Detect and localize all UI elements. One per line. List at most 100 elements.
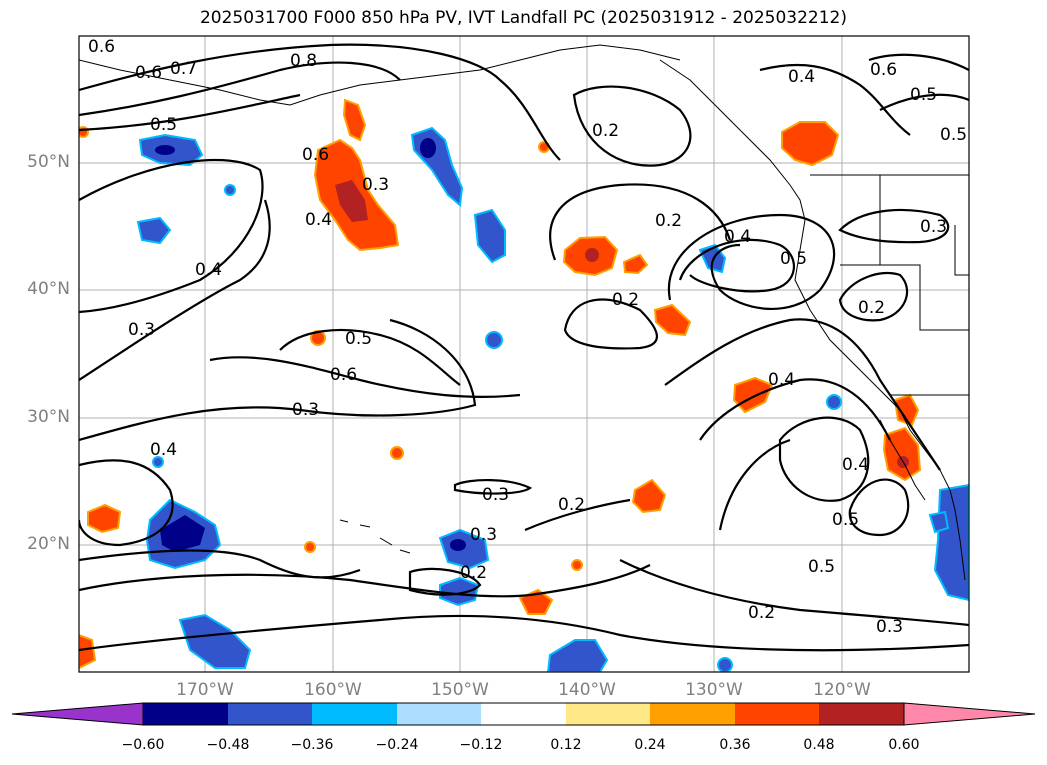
pv-positive-edge-sw <box>79 633 97 670</box>
contour-line <box>759 63 911 136</box>
contour-line <box>563 298 658 350</box>
pv-positive-small-d <box>571 559 583 571</box>
contour-line <box>667 213 836 310</box>
lon-label-130w: 130°W <box>685 680 743 700</box>
coastlines <box>79 44 969 581</box>
contour-line <box>838 271 909 322</box>
colorbar-segment <box>481 703 566 725</box>
contour-line <box>79 614 969 652</box>
contour-label: 0.5 <box>780 249 807 269</box>
colorbar-tick: 0.48 <box>803 737 835 753</box>
contour-label: 0.2 <box>655 211 682 231</box>
coastline-us-west <box>794 219 966 581</box>
lat-label-40n: 40°N <box>27 279 70 299</box>
pv-negative-blob-sw <box>178 613 252 669</box>
colorbar-tick: −0.48 <box>206 737 250 753</box>
colorbar-segment <box>650 703 735 725</box>
contour-label: 0.2 <box>612 290 639 310</box>
pv-negative-blob-south <box>439 576 480 607</box>
pv-negative-small-d <box>152 456 164 468</box>
colorbar-extend-high <box>903 702 1036 726</box>
colorbar-tick: −0.12 <box>459 737 503 753</box>
pv-positive-blob-bc <box>781 121 840 167</box>
contour-line <box>408 567 482 596</box>
contour-label: 0.5 <box>808 557 835 577</box>
contour-label: 0.5 <box>150 115 177 135</box>
contour-line <box>664 318 941 471</box>
map-title: 2025031700 F000 850 hPa PV, IVT Landfall… <box>199 8 847 28</box>
colorbar-frame <box>142 702 905 726</box>
contour-line <box>699 378 891 441</box>
lon-label-170w: 170°W <box>176 680 234 700</box>
colorbar-tick: 0.60 <box>888 737 920 753</box>
contour-label: 0.4 <box>195 260 222 280</box>
colorbar <box>11 702 1036 726</box>
pv-negative-core-nw <box>155 145 175 155</box>
contour-line <box>549 183 732 261</box>
contour-line <box>718 438 791 531</box>
lat-label-20n: 20°N <box>27 534 70 554</box>
colorbar-segment <box>819 703 904 725</box>
contour-label: 0.6 <box>870 60 897 80</box>
colorbar-tick: −0.24 <box>375 737 419 753</box>
pv-positive-core-central <box>585 248 599 262</box>
contour-label: 0.3 <box>876 617 903 637</box>
contour-line <box>453 478 533 495</box>
contour-line <box>572 85 692 167</box>
contour-line <box>838 208 950 244</box>
contour-label: 0.4 <box>724 227 751 247</box>
contour-label: 0.6 <box>135 63 162 83</box>
contour-label: 0.6 <box>330 365 357 385</box>
colorbar-tick: 0.12 <box>550 737 582 753</box>
contour-line <box>79 93 301 132</box>
lon-label-150w: 150°W <box>431 680 489 700</box>
pv-negative-blob-hawaii <box>438 528 490 570</box>
contour-line <box>79 158 264 314</box>
pv-negative-blob-w <box>136 216 172 245</box>
pv-negative-core-hawaii-w <box>160 515 205 552</box>
pv-positive-blob-subtropic <box>631 478 667 514</box>
contour-label: 0.3 <box>292 400 319 420</box>
contour-label: 0.3 <box>482 485 509 505</box>
contour-line <box>79 318 477 442</box>
contour-label: 0.8 <box>290 51 317 71</box>
contour-line <box>79 43 561 161</box>
map-plot-area: 0.6 0.7 0.8 0.6 0.5 0.6 0.3 0.4 0.4 0.3 … <box>79 36 969 672</box>
contour-line <box>79 199 271 381</box>
contour-label: 0.6 <box>302 145 329 165</box>
lat-label-50n: 50°N <box>27 152 70 172</box>
lat-label-30n: 30°N <box>27 407 70 427</box>
contour-label: 0.3 <box>920 217 947 237</box>
pv-positive-core-gulf-alaska <box>335 180 368 222</box>
pv-negative-small-e <box>717 657 733 672</box>
pv-positive-blob-west <box>87 503 122 534</box>
colorbar-tick: −0.36 <box>290 737 334 753</box>
contour-line <box>209 356 521 398</box>
ivt-contours <box>79 43 969 652</box>
border-state-3 <box>954 225 969 276</box>
colorbar-extend-low <box>11 702 144 726</box>
coastline-baja <box>879 419 926 501</box>
contour-line <box>79 564 651 598</box>
contour-line <box>778 416 870 502</box>
contour-label: 0.3 <box>470 525 497 545</box>
pv-positive-blob-baja-1 <box>893 393 920 427</box>
contour-label: 0.3 <box>362 175 389 195</box>
colorbar-segment <box>143 703 228 725</box>
contour-line <box>79 61 401 117</box>
colorbar-segment <box>312 703 397 725</box>
coastline-bc <box>659 59 806 221</box>
contour-label: 0.4 <box>768 370 795 390</box>
colorbar-segment <box>228 703 312 725</box>
contour-line <box>619 559 969 627</box>
contour-label: 0.4 <box>842 455 869 475</box>
pv-negative-small-a <box>485 331 503 349</box>
pv-negative-small-c <box>826 394 842 410</box>
contour-labels: 0.6 0.7 0.8 0.6 0.5 0.6 0.3 0.4 0.4 0.3 … <box>88 37 967 637</box>
colorbar-tick: −0.60 <box>121 737 165 753</box>
lon-label-140w: 140°W <box>558 680 616 700</box>
colorbar-tick: 0.36 <box>719 737 751 753</box>
lon-label-120w: 120°W <box>813 680 871 700</box>
contour-label: 0.2 <box>858 298 885 318</box>
contour-label: 0.2 <box>748 603 775 623</box>
